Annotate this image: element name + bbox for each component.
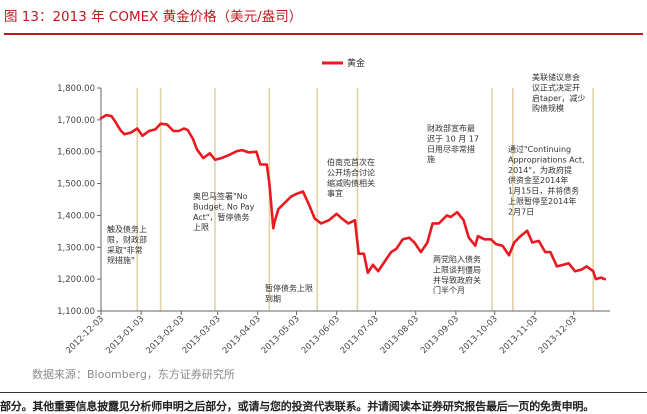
legend-label: 黄金	[347, 57, 365, 69]
y-tick-label: 1,700.00	[57, 116, 95, 126]
annotation-line: 公开场合讨论	[327, 167, 375, 177]
annotation-line: 2月7日	[508, 207, 534, 216]
x-tick-label: 2013-01-03	[104, 314, 146, 356]
x-tick-label: 2013-06-03	[300, 314, 342, 356]
y-tick-label: 1,200.00	[57, 275, 95, 285]
annotation-line: 供资金至2014年	[508, 175, 568, 185]
annotation-line: 上限暂停至2014年	[508, 196, 576, 206]
x-tick-label: 2013-12-03	[537, 314, 579, 356]
x-tick-label: 2013-11-03	[498, 314, 540, 356]
y-tick-label: 1,400.00	[57, 211, 95, 221]
annotation-line: 两党陷入债务	[433, 254, 481, 264]
source-note: 数据来源：Bloomberg，东方证券研究所	[32, 368, 235, 381]
annotation-line: 上限谈判僵局	[433, 264, 481, 274]
y-ticks: 1,100.00 1,200.00 1,300.00 1,400.00 1,500.00…	[57, 84, 101, 317]
title-rule	[4, 33, 643, 35]
annotation-line: 奥巴马签署"No	[193, 191, 248, 201]
annotation-line: 上限	[193, 223, 209, 232]
series-line-gold	[99, 113, 607, 281]
annotation-line: 1月15日，并将债务	[508, 186, 579, 196]
annotation-line: 并导致政府关	[433, 275, 481, 285]
gold-price-chart: 1,100.00 1,200.00 1,300.00 1,400.00 1,500.00…	[57, 57, 610, 356]
annotation-line: 限，财政部	[107, 234, 147, 244]
annotation-line: 通过"Continuing	[508, 144, 571, 154]
series	[99, 113, 607, 281]
annotation-line: 美联储议息会	[532, 72, 580, 82]
annotation-line: 到期	[265, 294, 281, 303]
annotation-line: 启taper，减少	[532, 93, 585, 103]
annotation-line: 议正式决定开	[532, 82, 580, 92]
axes	[100, 88, 610, 312]
x-tick-label: 2013-10-03	[458, 314, 500, 356]
annotation-line: Appropriations Act,	[508, 155, 585, 164]
annotation-line: 施	[427, 154, 435, 164]
annotation-line: 门半个月	[433, 285, 465, 295]
annotation-line: 缩减购债相关	[327, 178, 375, 188]
annotation-line: 购债规模	[532, 103, 564, 113]
x-tick-label: 2013-09-03	[419, 314, 461, 356]
annotation-line: 伯南克首次在	[327, 157, 375, 167]
x-tick-label: 2013-08-03	[379, 314, 421, 356]
annotation-line: Act"，暂停债务	[193, 212, 250, 222]
x-ticks: 2012-12-032013-01-032013-02-032013-03-03…	[64, 311, 579, 356]
annotation-line: 触及债务上	[107, 224, 147, 234]
x-tick-label: 2013-04-03	[221, 314, 263, 356]
annotation-line: 日用尽非常措	[427, 144, 475, 154]
y-tick-label: 1,100.00	[57, 307, 95, 317]
x-tick-label: 2013-05-03	[260, 314, 302, 356]
x-tick-label: 2013-03-03	[181, 314, 223, 356]
annotation-line: Budget, No Pay	[193, 202, 255, 211]
legend: 黄金	[322, 57, 365, 69]
annotation-line: 迟于 10 月 17	[427, 134, 479, 143]
annotation-line: 事宜	[327, 188, 343, 198]
figure-title: 图 13：2013 年 COMEX 黄金价格（美元/盎司）	[4, 9, 303, 25]
y-tick-label: 1,800.00	[57, 84, 95, 94]
annotation-line: 财政部宣布最	[427, 123, 475, 133]
x-tick-label: 2012-12-03	[64, 314, 106, 356]
annotation-line: 暂停债务上限	[265, 283, 313, 293]
y-tick-label: 1,300.00	[57, 243, 95, 253]
annotation-line: 采取"非常	[107, 245, 143, 255]
annotation-line: 2014"，为政府提	[508, 165, 572, 175]
footer-rule	[0, 392, 647, 393]
y-tick-label: 1,600.00	[57, 148, 95, 158]
x-tick-label: 2013-07-03	[339, 314, 381, 356]
disclaimer: 部分。其他重要信息披露见分析师申明之后部分，或请与您的投资代表联系。并请阅读本证…	[0, 400, 594, 413]
annotation-line: 规措施"	[107, 255, 135, 265]
y-tick-label: 1,500.00	[57, 180, 95, 190]
